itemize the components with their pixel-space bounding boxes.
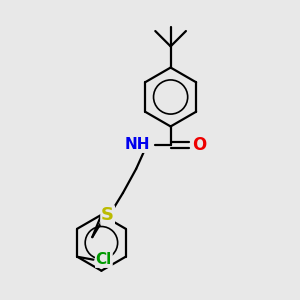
- Text: S: S: [101, 206, 114, 224]
- Text: O: O: [192, 136, 206, 154]
- Text: NH: NH: [124, 137, 150, 152]
- Text: Cl: Cl: [96, 252, 112, 267]
